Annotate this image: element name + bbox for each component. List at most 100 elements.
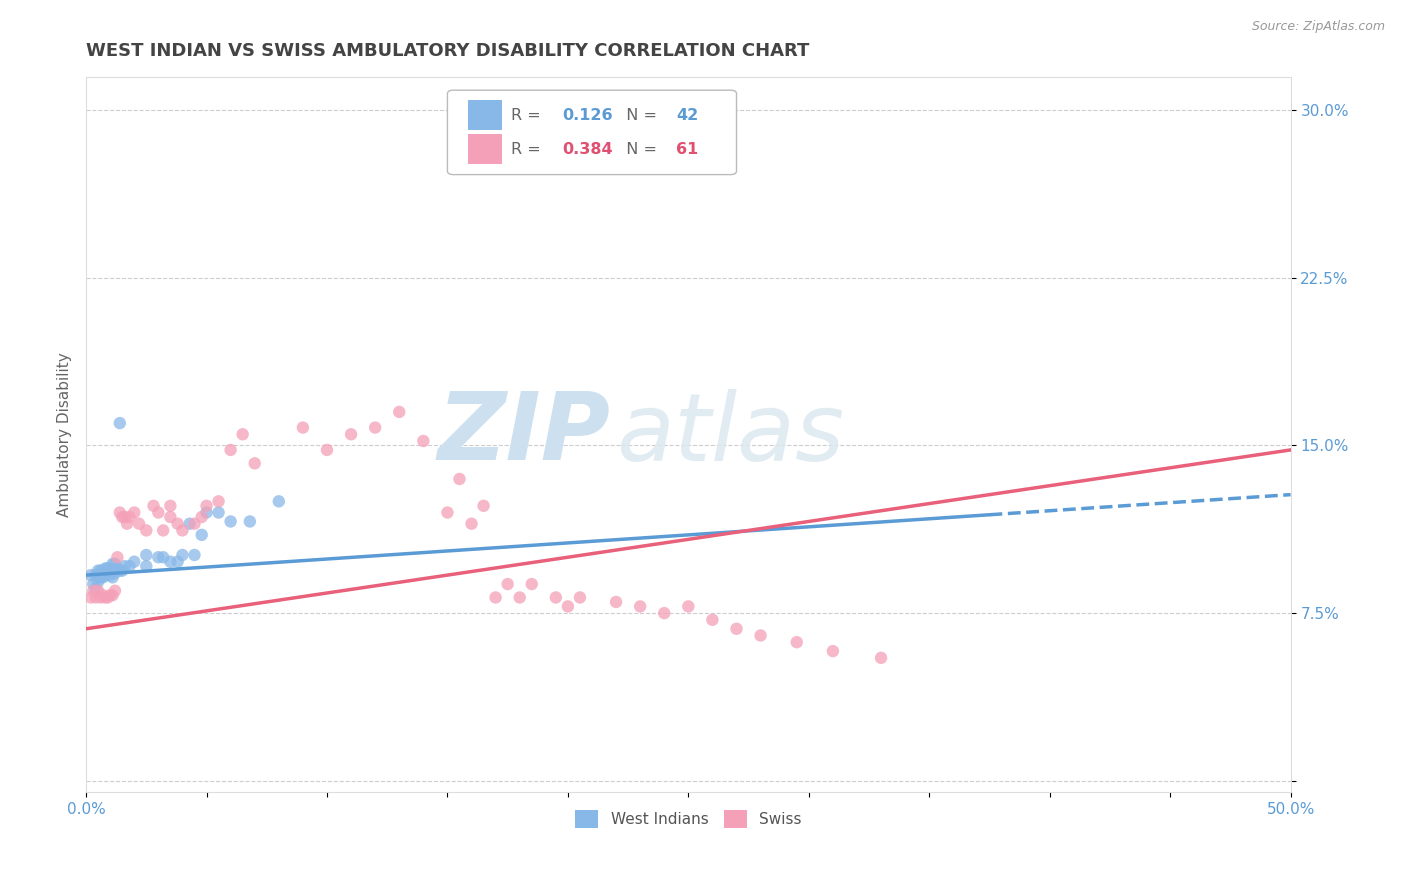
Point [148, 550, 170, 565]
FancyBboxPatch shape [447, 90, 737, 175]
Text: ZIP: ZIP [437, 388, 610, 480]
Point [749, 628, 772, 642]
Point [94, 561, 117, 575]
Point [152, 524, 174, 538]
Point [91, 588, 114, 602]
Point [291, 420, 314, 434]
Point [460, 516, 482, 531]
Point [87, 583, 110, 598]
Point [412, 434, 434, 448]
Point [166, 555, 188, 569]
Point [122, 506, 145, 520]
Point [114, 559, 136, 574]
Text: N =: N = [616, 108, 662, 123]
Point [509, 591, 531, 605]
Text: 61: 61 [676, 142, 699, 157]
Point [82, 583, 104, 598]
Legend: West Indians, Swiss: West Indians, Swiss [569, 804, 807, 834]
Point [152, 550, 174, 565]
Point [183, 516, 205, 531]
Point [142, 499, 165, 513]
Point [128, 516, 150, 531]
Point [219, 515, 242, 529]
Text: N =: N = [616, 142, 662, 157]
Point [135, 548, 157, 562]
Point [870, 650, 893, 665]
Point [190, 510, 212, 524]
Point [97, 566, 120, 580]
Point [316, 442, 339, 457]
Point [449, 472, 471, 486]
Point [91, 570, 114, 584]
Point [98, 564, 121, 578]
Point [82, 577, 104, 591]
Point [98, 588, 121, 602]
Point [605, 595, 627, 609]
Point [94, 568, 117, 582]
Text: 0.384: 0.384 [562, 142, 613, 157]
Point [80, 591, 103, 605]
Point [84, 591, 107, 605]
Point [118, 559, 141, 574]
Point [496, 577, 519, 591]
Point [108, 416, 131, 430]
Point [821, 644, 844, 658]
Point [122, 555, 145, 569]
Point [91, 564, 114, 578]
Point [114, 510, 136, 524]
Point [89, 570, 111, 584]
Point [108, 506, 131, 520]
Point [104, 557, 127, 571]
Point [172, 548, 194, 562]
Point [135, 559, 157, 574]
Point [520, 577, 543, 591]
Point [190, 528, 212, 542]
Point [207, 494, 229, 508]
Point [364, 420, 387, 434]
Point [159, 499, 181, 513]
Point [111, 510, 134, 524]
Text: 42: 42 [676, 108, 699, 123]
Point [105, 550, 128, 565]
Point [183, 548, 205, 562]
Point [104, 566, 127, 580]
Point [104, 583, 127, 598]
Point [101, 588, 124, 602]
Point [101, 570, 124, 584]
Point [135, 524, 157, 538]
Point [98, 568, 121, 582]
Point [219, 442, 242, 457]
Point [267, 494, 290, 508]
Text: WEST INDIAN VS SWISS AMBULATORY DISABILITY CORRELATION CHART: WEST INDIAN VS SWISS AMBULATORY DISABILI… [86, 42, 810, 60]
Point [484, 591, 506, 605]
Point [195, 499, 218, 513]
Point [80, 568, 103, 582]
Point [84, 568, 107, 582]
Point [239, 515, 262, 529]
Point [94, 591, 117, 605]
Point [544, 591, 567, 605]
Point [195, 506, 218, 520]
Text: atlas: atlas [616, 389, 845, 480]
FancyBboxPatch shape [468, 135, 502, 164]
Point [97, 561, 120, 575]
Point [207, 506, 229, 520]
Point [148, 506, 170, 520]
Point [159, 510, 181, 524]
Point [725, 622, 748, 636]
Point [786, 635, 808, 649]
Point [89, 564, 111, 578]
Point [179, 516, 201, 531]
Text: 0.126: 0.126 [562, 108, 613, 123]
Point [87, 574, 110, 589]
Point [111, 564, 134, 578]
Point [568, 591, 591, 605]
Point [232, 427, 254, 442]
Point [101, 557, 124, 571]
Point [97, 591, 120, 605]
Y-axis label: Ambulatory Disability: Ambulatory Disability [58, 352, 72, 516]
Point [87, 564, 110, 578]
Point [243, 456, 266, 470]
Point [702, 613, 724, 627]
Point [172, 524, 194, 538]
